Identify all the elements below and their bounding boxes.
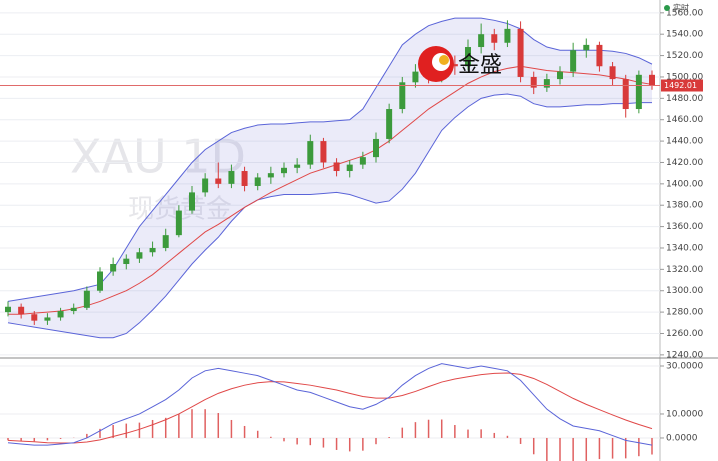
candle-body: [517, 28, 524, 77]
candle-body: [412, 71, 419, 83]
candle-body: [543, 79, 550, 88]
candle-body: [491, 34, 498, 43]
candle-body: [649, 74, 655, 86]
candle-body: [281, 167, 287, 174]
candle-body: [57, 311, 64, 318]
candle-body: [254, 177, 261, 186]
candle-body: [307, 141, 314, 165]
candle-body: [373, 138, 379, 158]
candle-body: [622, 79, 629, 110]
candle-body: [399, 82, 406, 110]
y-tick-label: 10.0000: [666, 409, 703, 419]
y-tick-label: 1440.00: [666, 137, 703, 147]
y-tick-label: 1320.00: [666, 265, 703, 275]
y-tick-label: 1260.00: [666, 329, 703, 339]
candle-body: [530, 76, 537, 88]
logo-dot: [439, 55, 449, 65]
candle-body: [202, 178, 209, 193]
dif-line: [7, 363, 653, 446]
y-tick-label: 1340.00: [666, 243, 703, 253]
candle-body: [451, 64, 458, 67]
y-tick-label: 1520.00: [666, 51, 703, 61]
last-price-box: [661, 79, 703, 92]
candle-body: [583, 44, 590, 51]
y-tick-label: 1460.00: [666, 115, 703, 125]
candle-body: [44, 317, 51, 321]
y-tick-label: 0.0000: [666, 433, 698, 443]
legend-label: 实时: [673, 3, 689, 13]
y-tick-label: 1280.00: [666, 308, 703, 318]
candle-body: [596, 44, 603, 67]
y-tick-label: 1400.00: [666, 179, 703, 189]
candle-body: [18, 306, 25, 315]
candle-body: [162, 235, 169, 248]
candle-body: [609, 66, 616, 80]
last-price-label: 1492.01: [664, 81, 697, 90]
y-tick-label: 1380.00: [666, 201, 703, 211]
band-fill: [8, 18, 652, 338]
y-tick-label: 1560.00: [666, 8, 703, 18]
candle-body: [215, 178, 222, 184]
y-tick-label: 1300.00: [666, 286, 703, 296]
candle-body: [346, 164, 353, 172]
candle-body: [97, 271, 103, 291]
candle-body: [149, 247, 156, 253]
candle-body: [478, 34, 485, 48]
lower-band: [7, 93, 652, 339]
candle-body: [228, 171, 235, 184]
legend-dot: [664, 5, 670, 11]
candle-body: [241, 171, 248, 186]
middle-band: [8, 65, 653, 315]
logo-text: 金盛: [458, 53, 502, 78]
candle-body: [175, 210, 182, 236]
logo: 金盛: [418, 46, 502, 82]
watermark-symbol: XAU 1D: [70, 130, 246, 184]
y-tick-label: 1500.00: [666, 72, 703, 82]
y-tick-label: 1420.00: [666, 158, 703, 168]
candle-body: [110, 264, 117, 272]
candle-body: [31, 314, 38, 321]
y-tick-label: 30.0000: [666, 361, 703, 371]
candle-body: [294, 164, 301, 168]
candle-body: [333, 162, 340, 172]
candle-body: [136, 252, 143, 259]
y-tick-label: 1540.00: [666, 30, 703, 40]
candle-body: [570, 50, 577, 72]
candle-body: [359, 157, 366, 165]
dea-line: [7, 372, 653, 444]
y-tick-label: 1480.00: [666, 94, 703, 104]
candle-body: [123, 258, 130, 265]
candle-body: [320, 141, 327, 163]
candle-body: [70, 307, 77, 312]
candle-body: [189, 192, 195, 211]
candle-body: [635, 74, 642, 110]
plot: 1240.00 1260.00 1280.00 1300.00 1320.00 1340.…: [0, 8, 703, 461]
candle-body: [465, 47, 471, 67]
candle-body: [83, 290, 90, 308]
candle-body: [5, 306, 11, 313]
y-tick-label: 1240.00: [666, 350, 703, 360]
candle-body: [267, 173, 274, 178]
candle-body: [557, 71, 563, 80]
candle-body: [504, 28, 511, 43]
candle-body: [386, 109, 393, 139]
y-tick-label: 1360.00: [666, 222, 703, 232]
